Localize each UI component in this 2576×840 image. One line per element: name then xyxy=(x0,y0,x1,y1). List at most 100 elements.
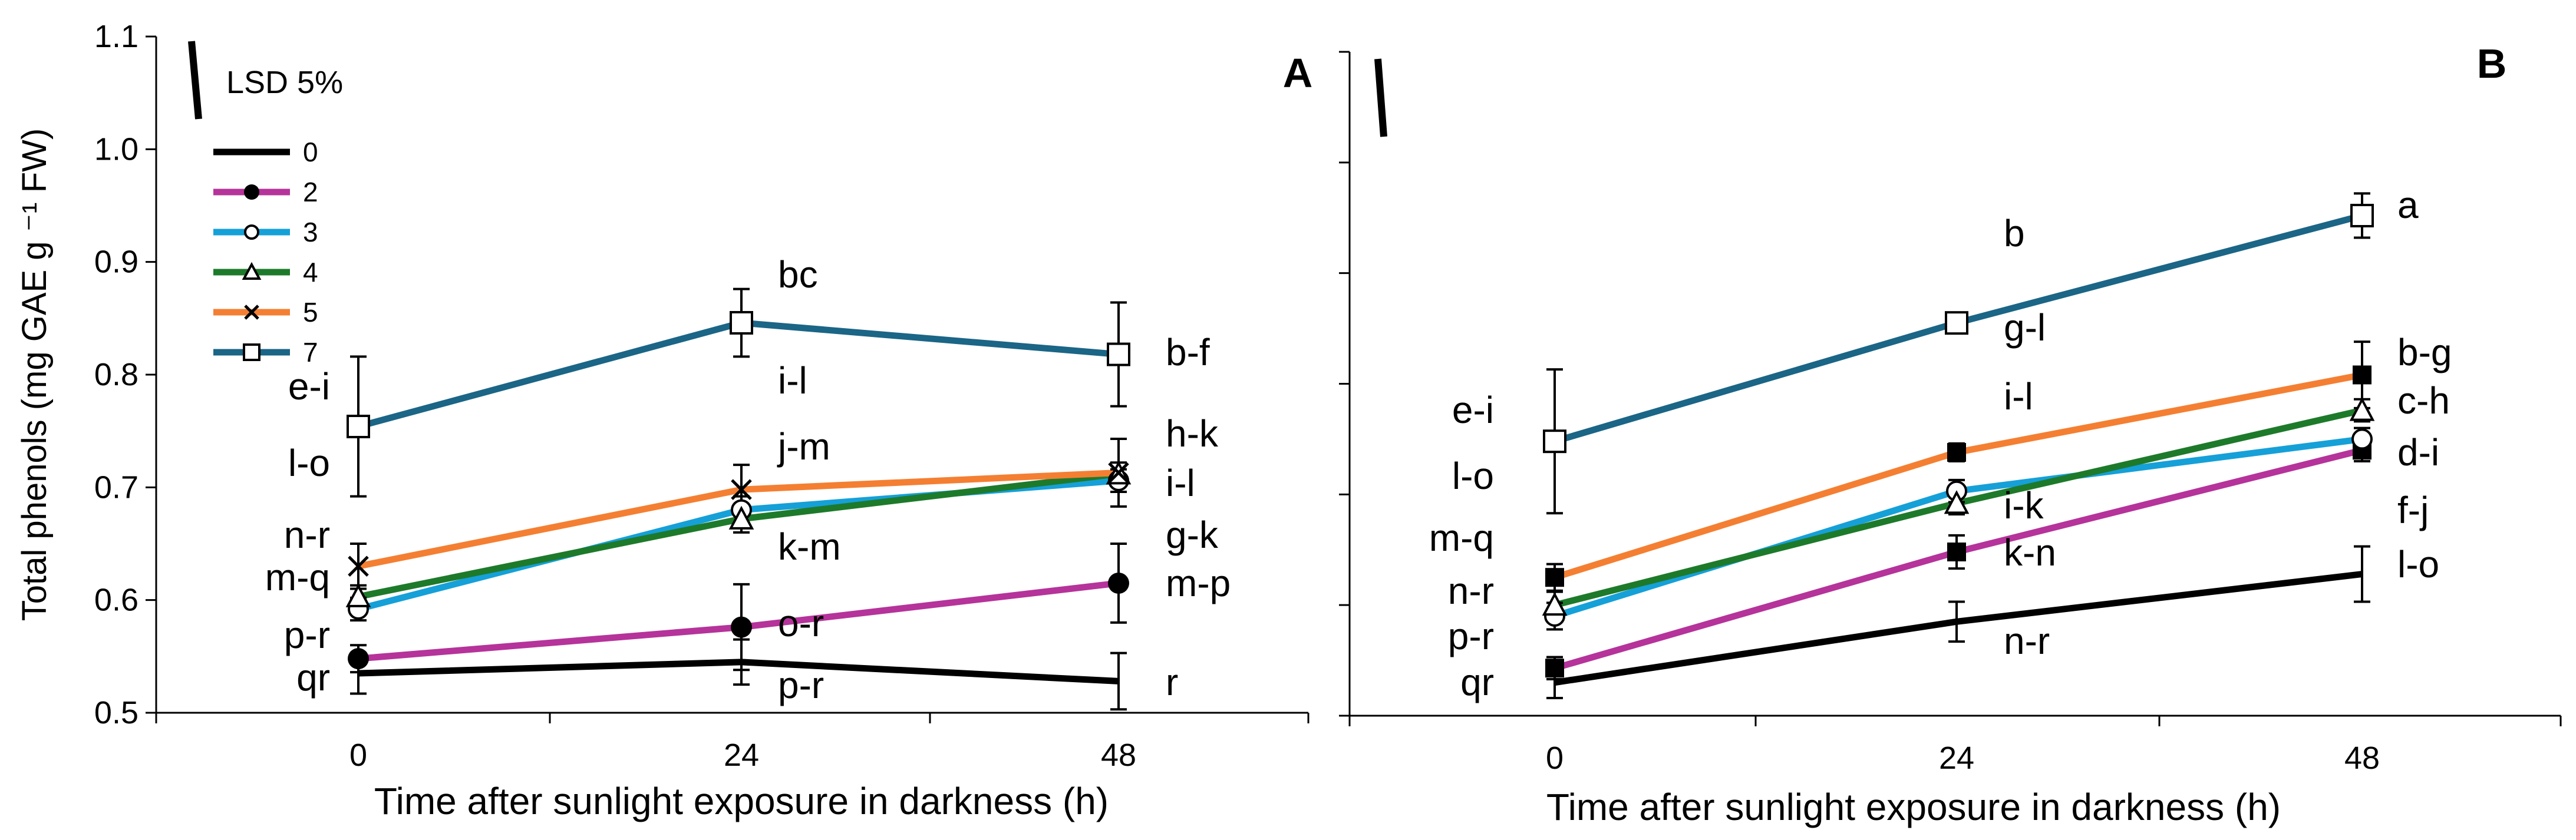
panel-a: Total phenols (mg GAE g ⁻¹ FW) Time afte… xyxy=(15,37,1312,822)
significance-letter: i-l xyxy=(1166,462,1195,504)
panel-b-label: B xyxy=(2477,41,2507,87)
significance-letter: n-r xyxy=(1448,570,1494,612)
panel-a-marks: 0.50.60.70.80.91.01.10 24 48e-il-on-rm-qp-… xyxy=(94,19,1310,773)
significance-letter: a xyxy=(2397,184,2419,226)
data-point-marker xyxy=(1545,568,1564,587)
significance-letter: p-r xyxy=(1448,615,1494,657)
significance-letter: m-q xyxy=(1429,517,1494,559)
significance-letter: b-g xyxy=(2397,331,2452,373)
x-tick-label: 24 xyxy=(724,738,759,773)
legend-marker xyxy=(244,305,259,320)
x-tick-label: 48 xyxy=(1101,738,1136,773)
panel-b-x-axis-label: Time after sunlight exposure in darkness… xyxy=(1546,786,2281,828)
lsd-label: LSD 5% xyxy=(226,65,343,100)
data-point-marker xyxy=(348,555,369,577)
significance-letter: e-i xyxy=(288,365,330,408)
significance-letter: k-n xyxy=(2004,531,2056,574)
significance-letter: g-k xyxy=(1166,514,1219,556)
legend-label: 4 xyxy=(303,257,318,287)
legend-label: 3 xyxy=(303,217,318,247)
x-tick-label: 0 xyxy=(349,738,367,773)
series-line-0 xyxy=(358,659,1119,684)
significance-letter: b xyxy=(2004,212,2025,254)
data-point-marker xyxy=(1108,572,1129,594)
legend-marker xyxy=(244,224,259,240)
panel-b-marks: 0 24 48e-il-om-qn-rp-rqrbg-li-li-kk-nn-rab… xyxy=(1339,51,2562,776)
data-point-marker xyxy=(1947,543,1966,562)
significance-letter: p-r xyxy=(284,614,330,656)
panel-a-label: A xyxy=(1283,50,1313,96)
y-tick-label: 1.0 xyxy=(94,131,138,167)
data-point-marker xyxy=(2353,365,2371,385)
series-line-7 xyxy=(357,319,1119,430)
significance-letter: r xyxy=(1166,661,1178,703)
data-point-marker xyxy=(1542,591,1568,616)
series-line-0 xyxy=(1554,571,2363,686)
significance-letter: l-o xyxy=(1452,455,1494,497)
legend-marker xyxy=(242,262,262,280)
data-point-marker xyxy=(1107,342,1130,366)
significance-letter: f-j xyxy=(2397,489,2429,531)
data-point-marker xyxy=(730,310,753,335)
panel-a-y-axis-label: Total phenols (mg GAE g ⁻¹ FW) xyxy=(15,128,54,621)
significance-letter: c-h xyxy=(2397,379,2450,422)
significance-letter: j-m xyxy=(777,425,830,468)
y-tick-label: 1.1 xyxy=(94,19,138,54)
data-point-marker xyxy=(1944,490,1970,514)
panel-b: Time after sunlight exposure in darkness… xyxy=(1348,41,2561,828)
significance-letter: d-i xyxy=(2397,431,2439,474)
significance-letter: m-q xyxy=(265,556,330,598)
data-point-marker xyxy=(731,616,752,638)
data-point-marker xyxy=(1545,659,1564,678)
data-point-marker xyxy=(728,505,754,530)
significance-letter: n-r xyxy=(2004,620,2050,662)
data-point-marker xyxy=(347,415,370,439)
legend-label: 5 xyxy=(303,297,318,328)
x-tick-label: 48 xyxy=(2344,740,2380,776)
significance-letter: qr xyxy=(296,656,330,699)
significance-letter: i-l xyxy=(778,359,807,402)
legend-marker xyxy=(244,184,259,200)
data-point-marker xyxy=(345,583,371,607)
significance-letter: p-r xyxy=(778,664,824,706)
y-tick-label: 0.8 xyxy=(94,357,138,392)
legend-label: 2 xyxy=(303,177,318,207)
data-point-marker xyxy=(1108,462,1129,484)
y-tick-label: 0.6 xyxy=(94,583,138,618)
significance-letter: bc xyxy=(778,253,818,296)
lsd-bar xyxy=(188,41,202,120)
x-tick-label: 0 xyxy=(1546,740,1564,776)
significance-letter: l-o xyxy=(288,442,330,484)
data-point-marker xyxy=(2350,203,2374,227)
y-tick-label: 0.9 xyxy=(94,244,138,280)
data-point-marker xyxy=(2349,397,2375,421)
legend-marker xyxy=(243,343,260,361)
significance-letter: qr xyxy=(1460,661,1494,703)
data-point-marker xyxy=(1947,442,1966,462)
data-point-marker xyxy=(731,479,752,500)
significance-letter: i-k xyxy=(2004,484,2044,527)
significance-letter: m-p xyxy=(1166,562,1231,604)
legend-label: 0 xyxy=(303,137,318,167)
significance-letter: o-r xyxy=(778,602,824,644)
y-tick-label: 0.5 xyxy=(94,695,138,730)
significance-letter: k-m xyxy=(778,525,841,568)
data-point-marker xyxy=(348,648,369,670)
data-point-marker xyxy=(1945,311,1968,335)
data-point-marker xyxy=(1543,429,1566,454)
significance-letter: e-i xyxy=(1452,389,1494,431)
legend-label: 7 xyxy=(303,337,318,368)
significance-letter: n-r xyxy=(284,514,330,556)
significance-letter: l-o xyxy=(2397,543,2439,586)
data-point-marker xyxy=(2351,428,2373,450)
lsd-bar xyxy=(1374,58,1387,137)
y-tick-label: 0.7 xyxy=(94,469,138,505)
significance-letter: i-l xyxy=(2004,375,2033,418)
significance-letter: g-l xyxy=(2004,306,2046,349)
panel-a-x-axis-label: Time after sunlight exposure in darkness… xyxy=(374,780,1109,822)
x-tick-label: 24 xyxy=(1939,740,1974,776)
significance-letter: h-k xyxy=(1166,412,1219,455)
significance-letter: b-f xyxy=(1166,331,1210,373)
legend: 0 2 3 4 5 7 xyxy=(213,137,318,368)
